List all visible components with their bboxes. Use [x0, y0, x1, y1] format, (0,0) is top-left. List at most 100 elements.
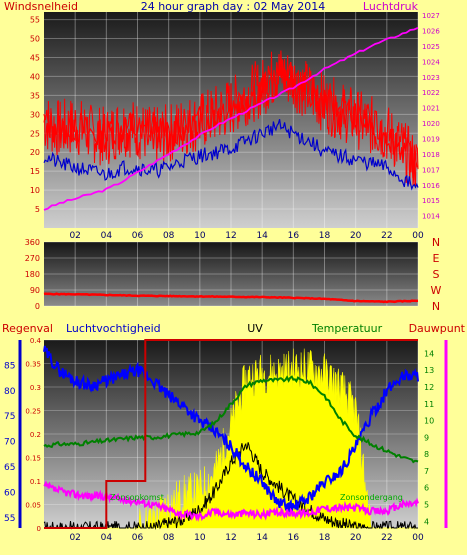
wind-speed-tick-label: 40 [30, 72, 40, 81]
wind-speed-tick-label: 25 [30, 129, 40, 138]
x-tick-label: 22 [381, 231, 392, 241]
x-tick-label: 08 [163, 533, 175, 543]
rain-tick-label: 0.35 [25, 361, 41, 369]
direction-tick-label: 360 [25, 238, 40, 247]
temperature-tick-label: 6 [424, 484, 429, 493]
compass-label: N [432, 300, 440, 313]
temperature-tick-label: 9 [424, 433, 429, 442]
x-tick-label: 08 [163, 231, 175, 241]
rain-tick-label: 0.2 [30, 431, 41, 439]
rain-tick-label: 0.4 [30, 337, 42, 345]
x-tick-label: 22 [381, 533, 392, 543]
temperature-header: Temperatuur [311, 322, 383, 335]
plot-lines [43, 26, 419, 211]
temperature-tick-label: 14 [424, 349, 434, 358]
compass-label: W [431, 284, 442, 297]
temperature-tick-label: 13 [424, 366, 434, 375]
x-tick-label: 14 [256, 533, 268, 543]
rain-tick-label: 0.3 [30, 384, 41, 392]
wind-direction-line [43, 292, 419, 304]
x-tick-label: 10 [194, 533, 206, 543]
x-tick-label: 00 [412, 533, 424, 543]
x-tick-label: 10 [194, 231, 206, 241]
x-tick-label: 02 [69, 533, 80, 543]
x-tick-label: 02 [69, 231, 80, 241]
rain-header: Regenval [2, 322, 53, 335]
x-tick-label: 00 [412, 231, 424, 241]
x-tick-label: 14 [256, 231, 268, 241]
uv-header: UV [247, 322, 263, 335]
wind-speed-tick-label: 35 [30, 91, 40, 100]
x-tick-label: 20 [350, 533, 362, 543]
temperature-tick-label: 11 [424, 400, 434, 409]
pressure-tick-label: 1017 [422, 166, 440, 174]
pressure-tick-label: 1024 [422, 58, 440, 66]
direction-axis: 0 90 180 270 360 [25, 238, 40, 311]
x-tick-label: 04 [101, 533, 113, 543]
rain-tick-label: 0.25 [25, 408, 41, 416]
temperature-line [43, 375, 419, 464]
x-tick-label: 06 [132, 533, 144, 543]
sunset-label: Zonsondergang [340, 493, 403, 502]
pressure-tick-label: 1022 [422, 89, 440, 97]
temperature-axis: 4 5 6 7 8 9 10 11 12 13 14 [424, 340, 448, 528]
wind-speed-tick-label: 45 [30, 53, 40, 62]
x-tick-label: 16 [288, 533, 300, 543]
gridlines [44, 12, 419, 228]
rain-tick-label: 0.05 [25, 502, 41, 510]
wind-speed-tick-label: 55 [30, 16, 40, 25]
temperature-tick-label: 10 [424, 417, 434, 426]
wind-speed-line [43, 50, 419, 188]
page-title: 24 hour graph day : 02 May 2014 [141, 0, 326, 13]
pressure-tick-label: 1026 [422, 28, 440, 36]
wind-speed-tick-label: 10 [30, 186, 40, 195]
compass-label: N [432, 236, 440, 249]
humidity-header: Luchtvochtigheid [66, 322, 161, 335]
rain-tick-label: 0.1 [30, 478, 41, 486]
humidity-line [43, 345, 419, 513]
pressure-line [43, 26, 419, 211]
pressure-tick-label: 1027 [422, 12, 440, 20]
pressure-tick-label: 1016 [422, 182, 440, 190]
temperature-tick-label: 4 [424, 517, 429, 526]
pressure-tick-label: 1025 [422, 43, 440, 51]
wind-speed-tick-label: 20 [30, 148, 40, 157]
plot-lines [43, 339, 419, 530]
humidity-axis: 55 60 65 70 75 80 85 [4, 340, 22, 528]
pressure-tick-label: 1023 [422, 74, 440, 82]
humidity-tick-label: 60 [4, 488, 16, 498]
rainfall-line [44, 339, 418, 529]
rain-axis: 0 0.05 0.1 0.15 0.2 0.25 0.3 0.35 0.4 [25, 337, 41, 533]
pressure-axis: 1014 1015 1016 1017 1018 1019 1020 1021 1022 1023… [422, 12, 440, 221]
humidity-tick-label: 80 [4, 387, 16, 397]
direction-tick-label: 90 [30, 286, 40, 295]
dewpoint-header: Dauwpunt [409, 322, 466, 335]
x-tick-label: 04 [101, 231, 113, 241]
plot-lines [43, 292, 419, 304]
pressure-tick-label: 1014 [422, 213, 440, 221]
humidity-tick-label: 85 [4, 361, 15, 371]
pressure-tick-label: 1018 [422, 151, 440, 159]
time-axis: 02 04 06 08 10 12 14 16 18 20 22 00 [69, 533, 424, 543]
x-tick-label: 20 [350, 231, 362, 241]
temperature-tick-label: 8 [424, 450, 429, 459]
pressure-header: Luchtdruk [363, 0, 419, 13]
temperature-tick-label: 5 [424, 501, 429, 510]
rain-tick-label: 0 [37, 525, 41, 533]
rain-tick-label: 0.15 [25, 455, 41, 463]
temperature-tick-label: 7 [424, 467, 429, 476]
pressure-tick-label: 1020 [422, 120, 440, 128]
wind-speed-line [43, 59, 418, 179]
humidity-tick-label: 55 [4, 514, 15, 524]
sunrise-label: Zonsopkomst [110, 493, 164, 502]
temperature-tick-label: 12 [424, 383, 434, 392]
pressure-tick-label: 1015 [422, 197, 440, 205]
wind-speed-header: Windsnelheid [4, 0, 78, 13]
x-tick-label: 16 [288, 231, 300, 241]
wind-speed-tick-label: 15 [30, 167, 40, 176]
wind-speed-tick-label: 5 [35, 205, 40, 214]
